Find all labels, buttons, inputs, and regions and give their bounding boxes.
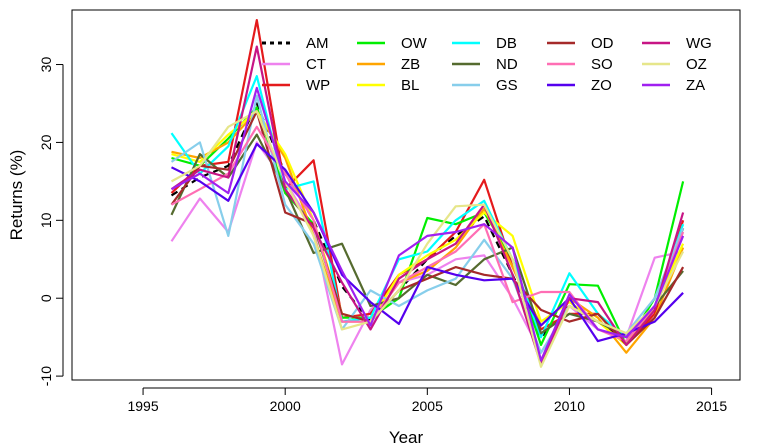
- x-tick-label: 2005: [412, 398, 443, 414]
- plot-frame: [71, 9, 741, 381]
- series-line-wg: [170, 45, 685, 366]
- legend: AM CT WP OW ZB BL DB ND GS OD SO ZO WG OZ ZA: [262, 35, 712, 94]
- legend-label-nd: ND: [496, 56, 518, 73]
- legend-label-bl: BL: [401, 77, 419, 94]
- legend-label-db: DB: [496, 35, 517, 52]
- legend-label-so: SO: [591, 56, 613, 73]
- x-tick-label: 1995: [127, 398, 158, 414]
- x-axis-title: Year: [389, 428, 424, 447]
- legend-label-zb: ZB: [401, 56, 420, 73]
- y-axis: -10 0 10 20 30: [38, 57, 64, 386]
- x-tick-label: 2015: [696, 398, 727, 414]
- y-axis-title: Returns (%): [7, 150, 26, 241]
- legend-label-od: OD: [591, 35, 614, 52]
- series-line-zo: [171, 142, 684, 343]
- legend-label-wg: WG: [686, 35, 712, 52]
- y-tick-label: 20: [38, 134, 54, 150]
- x-tick-label: 2000: [270, 398, 301, 414]
- legend-label-wp: WP: [306, 77, 330, 94]
- legend-label-am: AM: [306, 35, 329, 52]
- series-line-ow: [171, 106, 685, 346]
- legend-label-oz: OZ: [686, 56, 707, 73]
- y-tick-label: -10: [38, 366, 54, 386]
- legend-label-ow: OW: [401, 35, 428, 52]
- legend-label-za: ZA: [686, 77, 705, 94]
- y-tick-label: 10: [38, 212, 54, 228]
- x-axis: 1995 2000 2005 2010 2015: [127, 387, 727, 414]
- y-tick-label: 0: [38, 294, 54, 302]
- y-tick-label: 30: [38, 57, 54, 73]
- legend-label-ct: CT: [306, 56, 326, 73]
- legend-label-zo: ZO: [591, 77, 612, 94]
- legend-label-gs: GS: [496, 77, 518, 94]
- series-line-oz: [170, 110, 685, 368]
- series-layer: [170, 19, 685, 368]
- x-tick-label: 2010: [554, 398, 585, 414]
- series-line-za: [170, 86, 685, 362]
